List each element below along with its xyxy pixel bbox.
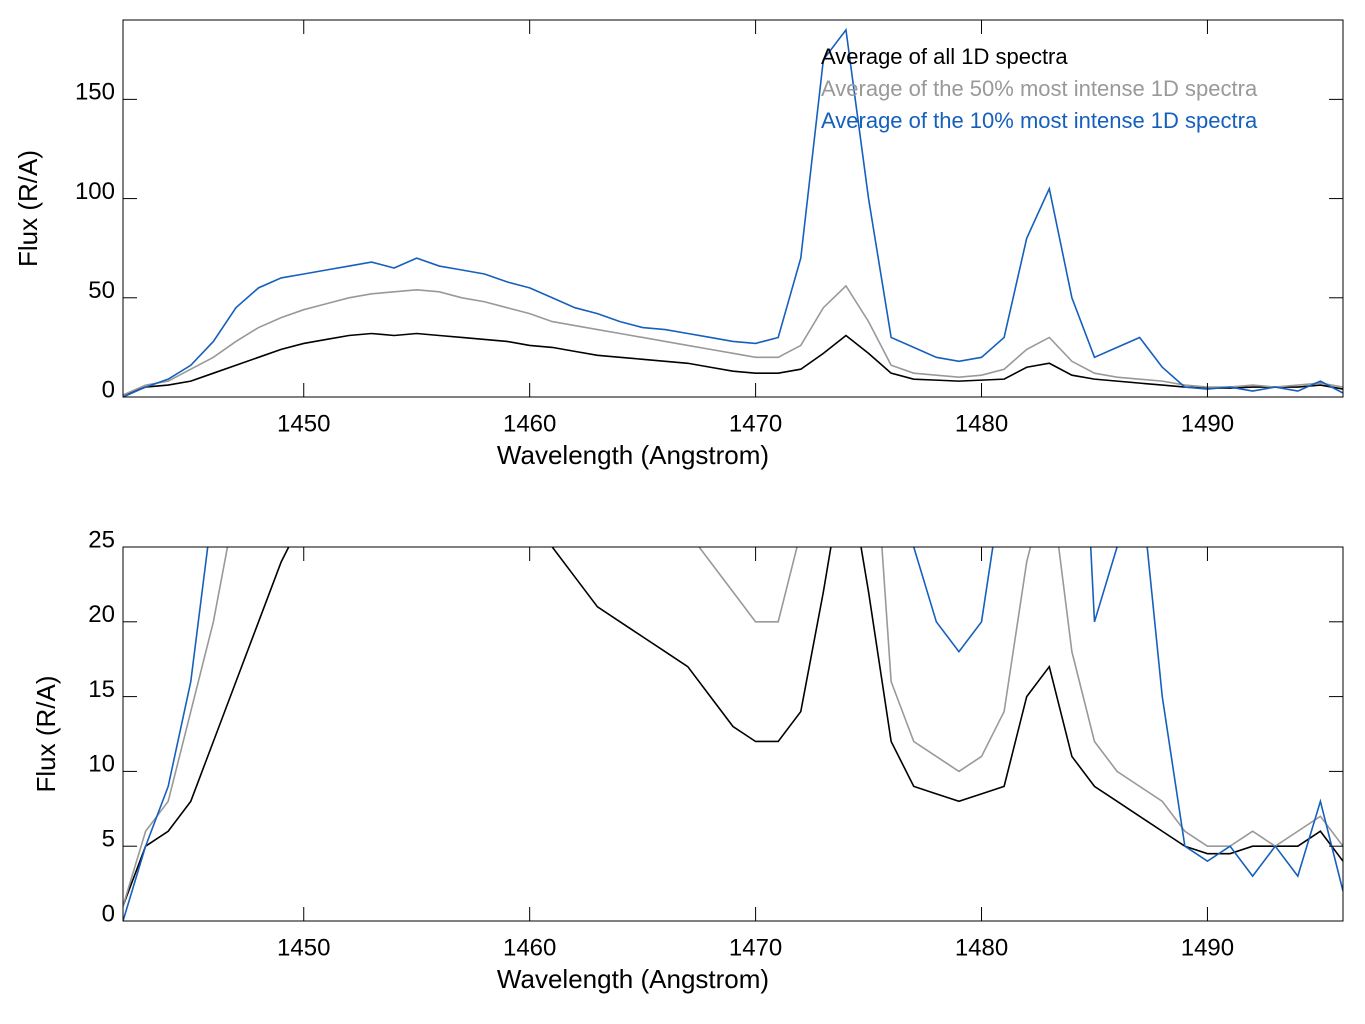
x-axis-label: Wavelength (Angstrom) — [497, 964, 769, 994]
legend-entry: Average of all 1D spectra — [821, 44, 1068, 69]
y-tick-label: 50 — [88, 277, 115, 304]
x-tick-label: 1490 — [1181, 410, 1234, 437]
spectrum-line — [123, 332, 1343, 396]
legend-entry: Average of the 10% most intense 1D spect… — [821, 108, 1258, 133]
y-tick-label: 5 — [102, 826, 115, 853]
plot-lines — [123, 547, 1343, 921]
plot-frame — [122, 19, 1344, 398]
y-tick-label: 150 — [75, 79, 115, 106]
x-axis-label: Wavelength (Angstrom) — [497, 440, 769, 470]
spectrum-line — [123, 27, 1343, 397]
y-axis-label: Flux (R/A) — [31, 676, 61, 793]
x-tick-label: 1450 — [277, 934, 330, 961]
y-tick-label: 100 — [75, 178, 115, 205]
x-tick-label: 1480 — [955, 410, 1008, 437]
legend-entry: Average of the 50% most intense 1D spect… — [821, 76, 1258, 101]
x-tick-label: 1470 — [729, 410, 782, 437]
y-tick-label: 0 — [102, 900, 115, 927]
spectrum-line — [123, 547, 1343, 907]
spectrum-line — [123, 284, 1343, 396]
y-tick-label: 10 — [88, 751, 115, 778]
y-tick-label: 15 — [88, 676, 115, 703]
x-tick-label: 1480 — [955, 934, 1008, 961]
y-tick-label: 0 — [102, 376, 115, 403]
x-tick-label: 1460 — [503, 410, 556, 437]
x-tick-label: 1470 — [729, 934, 782, 961]
plot-frame — [122, 546, 1344, 922]
x-tick-label: 1460 — [503, 934, 556, 961]
y-axis-label: Flux (R/A) — [13, 150, 43, 267]
spectrum-line — [123, 547, 1343, 907]
y-tick-label: 20 — [88, 601, 115, 628]
plot-lines — [123, 27, 1343, 397]
x-tick-label: 1450 — [277, 410, 330, 437]
y-tick-label: 25 — [88, 526, 115, 553]
x-tick-label: 1490 — [1181, 934, 1234, 961]
